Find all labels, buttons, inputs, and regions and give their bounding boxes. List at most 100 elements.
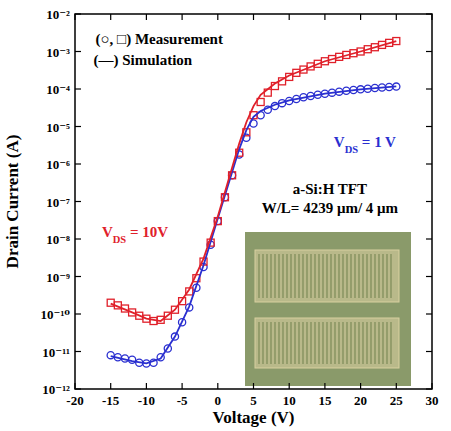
- photo-finger: [282, 254, 283, 298]
- y-axis-title: Drain Current (A): [3, 135, 22, 269]
- y-tick: [426, 313, 432, 314]
- photo-finger: [322, 254, 323, 298]
- photo-finger: [370, 322, 371, 364]
- photo-finger: [298, 254, 299, 298]
- x-tick: [324, 383, 325, 389]
- x-tick: [146, 14, 147, 20]
- photo-finger: [338, 322, 339, 364]
- x-tick: [253, 383, 254, 389]
- x-tick: [182, 383, 183, 389]
- photo-finger: [350, 322, 351, 364]
- photo-finger: [290, 322, 291, 364]
- y-tick: [75, 238, 81, 239]
- annotation: a-Si:H TFT: [293, 181, 367, 197]
- photo-finger: [278, 254, 279, 298]
- x-tick-label: -10: [138, 393, 155, 408]
- x-tick: [146, 383, 147, 389]
- y-tick: [426, 351, 432, 352]
- photo-finger: [342, 322, 343, 364]
- photo-finger: [306, 254, 307, 298]
- photo-finger: [318, 322, 319, 364]
- photo-finger: [378, 254, 379, 298]
- chart: -20-15-10-505101520253010⁻¹²10⁻¹¹10⁻¹⁰10…: [0, 0, 451, 431]
- x-tick-label: -15: [102, 393, 120, 408]
- photo-finger: [294, 322, 295, 364]
- photo-finger: [390, 322, 391, 364]
- y-tick: [75, 88, 81, 89]
- photo-finger: [322, 322, 323, 364]
- x-tick: [360, 383, 361, 389]
- photo-finger: [334, 322, 335, 364]
- y-tick-label: 10⁻¹⁰: [41, 307, 71, 322]
- y-tick-label: 10⁻⁵: [46, 120, 70, 135]
- x-tick: [324, 14, 325, 20]
- x-tick-label: 15: [318, 393, 332, 408]
- photo-finger: [314, 322, 315, 364]
- y-tick: [75, 351, 81, 352]
- y-tick: [75, 201, 81, 202]
- y-tick: [75, 13, 81, 14]
- plot-frame: [75, 14, 432, 389]
- photo-finger: [346, 254, 347, 298]
- x-tick-label: 0: [215, 393, 222, 408]
- photo-finger: [262, 254, 263, 298]
- y-tick-label: 10⁻⁷: [46, 195, 70, 210]
- photo-finger: [310, 254, 311, 298]
- y-tick-label: 10⁻¹²: [42, 382, 70, 397]
- photo-finger: [270, 254, 271, 298]
- x-tick-label: 30: [426, 393, 439, 408]
- y-tick: [426, 163, 432, 164]
- photo-finger: [310, 322, 311, 364]
- y-tick: [75, 51, 81, 52]
- x-tick-label: 10: [283, 393, 296, 408]
- x-tick: [217, 14, 218, 20]
- y-tick: [75, 313, 81, 314]
- photo-finger: [266, 322, 267, 364]
- photo-finger: [302, 322, 303, 364]
- photo-finger: [326, 254, 327, 298]
- y-tick: [426, 126, 432, 127]
- x-tick: [182, 14, 183, 20]
- photo-finger: [358, 254, 359, 298]
- photo-finger: [342, 254, 343, 298]
- y-tick-label: 10⁻²: [46, 7, 70, 22]
- annotation: VDS = 10V: [102, 224, 168, 245]
- photo-finger: [274, 254, 275, 298]
- x-tick: [396, 383, 397, 389]
- annotation: (○, □) Measurement: [96, 31, 223, 48]
- x-tick: [217, 383, 218, 389]
- photo-finger: [266, 254, 267, 298]
- simulation-line: [111, 41, 397, 321]
- annotation: W/L= 4239 μm/ 4 μm: [262, 200, 399, 216]
- photo-finger: [282, 322, 283, 364]
- photo-finger: [358, 322, 359, 364]
- photo-finger: [290, 254, 291, 298]
- photo-finger: [370, 254, 371, 298]
- y-tick: [75, 388, 81, 389]
- photo-finger: [298, 322, 299, 364]
- x-tick: [431, 14, 432, 20]
- x-tick-label: 25: [390, 393, 404, 408]
- photo-finger: [306, 322, 307, 364]
- inset-photo: [245, 232, 411, 386]
- y-tick: [426, 88, 432, 89]
- photo-finger: [354, 322, 355, 364]
- photo-finger: [386, 254, 387, 298]
- annotation: (—) Simulation: [93, 52, 192, 69]
- photo-finger: [302, 254, 303, 298]
- photo-finger: [338, 254, 339, 298]
- photo-finger: [314, 254, 315, 298]
- photo-finger: [362, 254, 363, 298]
- photo-finger: [382, 322, 383, 364]
- photo-finger: [330, 322, 331, 364]
- x-tick-label: 20: [354, 393, 367, 408]
- photo-finger: [294, 254, 295, 298]
- photo-finger: [326, 322, 327, 364]
- photo-finger: [366, 322, 367, 364]
- photo-finger: [330, 254, 331, 298]
- y-tick: [426, 238, 432, 239]
- photo-finger: [378, 322, 379, 364]
- photo-finger: [286, 322, 287, 364]
- y-tick-label: 10⁻⁶: [46, 157, 70, 172]
- x-tick: [396, 14, 397, 20]
